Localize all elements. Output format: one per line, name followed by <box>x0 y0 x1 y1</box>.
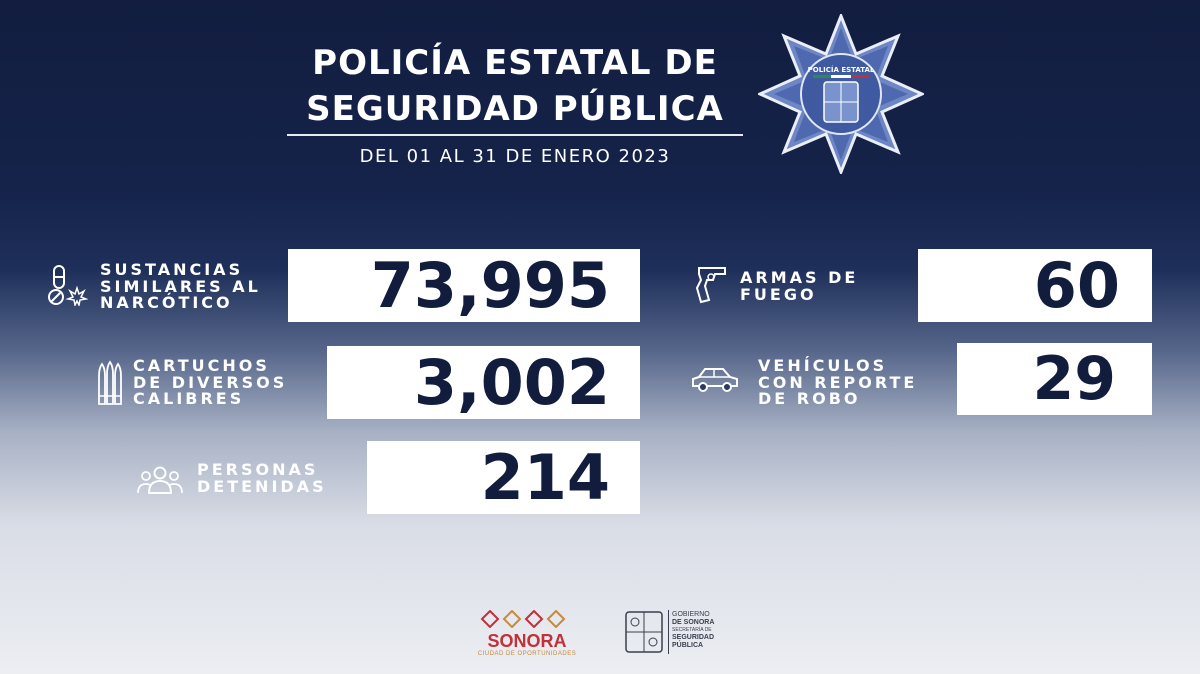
sonora-logo-tagline: CIUDAD DE OPORTUNIDADES <box>477 651 577 657</box>
police-star-badge: POLICÍA ESTATAL <box>758 14 924 174</box>
stat-value-sustancias: 73,995 <box>288 249 640 322</box>
coat-of-arms-icon <box>625 611 663 653</box>
stat-label-vehiculos: VEHÍCULOS CON REPORTE DE ROBO <box>758 356 918 408</box>
people-icon <box>137 466 183 494</box>
sonora-logo: SONORA CIUDAD DE OPORTUNIDADES <box>472 609 582 657</box>
stat-value-personas: 214 <box>367 441 640 514</box>
badge-text: POLICÍA ESTATAL <box>808 65 875 74</box>
stat-label-armas: ARMAS DE FUEGO <box>740 268 859 304</box>
narcotics-icon <box>48 265 88 306</box>
sonora-ornament-icon <box>480 609 566 629</box>
title-line-1: POLICÍA ESTATAL DE <box>312 43 718 83</box>
header-divider <box>287 134 743 136</box>
gobierno-line5: PÚBLICA <box>672 642 704 649</box>
stat-value-cartuchos: 3,002 <box>327 346 640 419</box>
gobierno-logo: GOBIERNO DE SONORA SECRETARÍA DE SEGURID… <box>624 610 734 656</box>
sonora-logo-text: SONORA <box>487 631 567 651</box>
gobierno-line4: SEGURIDAD <box>672 634 715 641</box>
stat-value-armas: 60 <box>918 249 1152 322</box>
stat-label-cartuchos: CARTUCHOS DE DIVERSOS CALIBRES <box>133 356 288 408</box>
date-range: DEL 01 AL 31 DE ENERO 2023 <box>359 146 671 167</box>
gobierno-line2: DE SONORA <box>672 619 715 626</box>
revolver-icon <box>695 267 726 304</box>
bullets-icon <box>98 360 122 405</box>
gobierno-line3: SECRETARÍA DE <box>672 627 712 633</box>
gobierno-line1: GOBIERNO <box>672 611 710 618</box>
stat-value-vehiculos: 29 <box>957 343 1152 415</box>
stat-label-sustancias: SUSTANCIAS SIMILARES AL NARCÓTICO <box>100 260 261 312</box>
car-icon <box>692 368 738 392</box>
page-header: POLICÍA ESTATAL DE SEGURIDAD PÚBLICA <box>287 40 743 132</box>
stat-label-personas: PERSONAS DETENIDAS <box>197 460 327 496</box>
title-line-2: SEGURIDAD PÚBLICA <box>306 89 724 129</box>
